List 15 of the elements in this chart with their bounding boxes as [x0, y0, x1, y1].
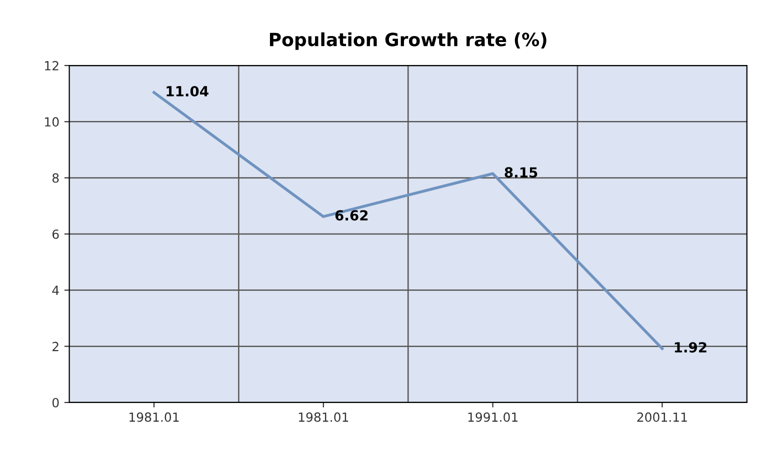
x-tick-label: 1981.01	[130, 412, 179, 422]
y-tick-label: 12	[45, 60, 58, 70]
x-tick-label: 2001.11	[637, 412, 687, 422]
chart-title: Population Growth rate (%)	[270, 32, 546, 50]
y-tick-label: 0	[52, 398, 59, 408]
y-tick-label: 10	[45, 117, 59, 127]
data-label: 11.04	[166, 86, 208, 97]
y-tick-label: 4	[52, 286, 59, 295]
x-tick-label: 1981.01	[298, 412, 348, 422]
y-tick-label: 8	[52, 173, 59, 183]
x-tick-label: 1991.01	[468, 412, 518, 422]
data-label: 6.62	[335, 210, 368, 221]
data-label: 8.15	[504, 167, 538, 178]
y-tick-label: 6	[52, 229, 59, 239]
y-tick-label: 2	[52, 342, 58, 352]
